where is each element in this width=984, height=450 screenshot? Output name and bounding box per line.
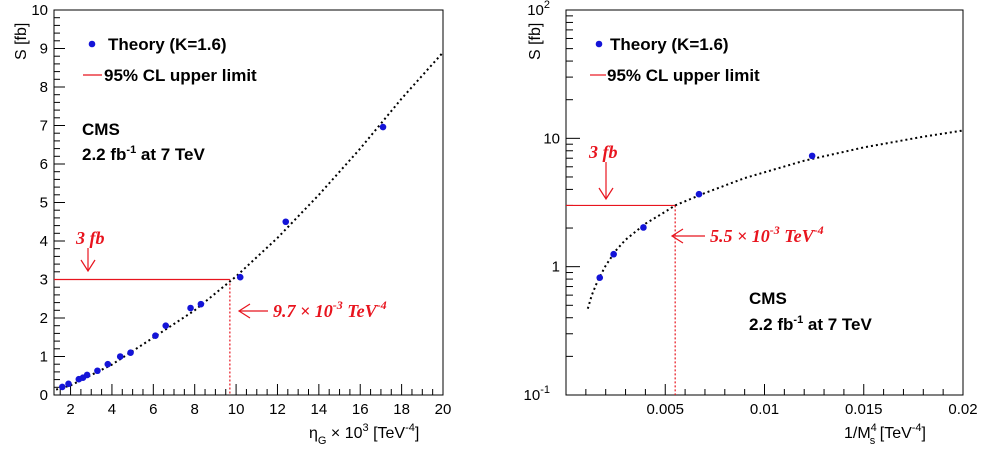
right-limit-label: 3 fb bbox=[588, 142, 618, 162]
left-y-tick-label: 10 bbox=[31, 2, 48, 19]
right-data-point bbox=[596, 274, 604, 282]
left-data-point bbox=[152, 332, 159, 340]
right-value-label: 5.5 × 10-3 TeV-4 bbox=[710, 223, 824, 246]
right-y-tick-label: 1 bbox=[552, 259, 560, 276]
left-data-point bbox=[187, 304, 194, 312]
left-data-point bbox=[94, 367, 101, 375]
right-data-points bbox=[596, 152, 816, 282]
left-cms-label: CMS bbox=[82, 120, 120, 139]
left-data-point bbox=[58, 383, 66, 391]
left-data-point bbox=[236, 273, 244, 281]
right-y-tick-label: 102 bbox=[527, 0, 550, 19]
left-x-tick-label: 12 bbox=[269, 401, 286, 418]
left-y-tick-label: 4 bbox=[40, 233, 48, 250]
right-x-axis-label: 1/M4 s [TeV-4] bbox=[844, 422, 926, 447]
right-y-tick-label: 10-1 bbox=[524, 384, 550, 404]
left-data-point bbox=[104, 360, 112, 368]
left-x-tick-label: 20 bbox=[435, 401, 452, 418]
left-y-tick-label: 9 bbox=[40, 41, 48, 58]
right-x-tick-label: 0.01 bbox=[750, 401, 779, 418]
left-y-tick-label: 0 bbox=[40, 387, 48, 404]
left-data-point bbox=[116, 353, 124, 360]
left-y-tick-label: 6 bbox=[40, 156, 48, 173]
left-x-tick-label: 8 bbox=[191, 401, 199, 418]
right-y-axis-label: S [fb] bbox=[527, 23, 544, 60]
right-data-point bbox=[695, 190, 703, 198]
right-legend-limit: 95% CL upper limit bbox=[607, 66, 760, 85]
left-y-tick-label: 7 bbox=[40, 118, 48, 135]
left-y-tick-label: 1 bbox=[40, 349, 48, 366]
left-x-tick-label: 10 bbox=[228, 401, 245, 418]
right-theory-curve bbox=[586, 129, 964, 309]
left-data-point bbox=[197, 300, 205, 308]
left-data-point bbox=[83, 371, 91, 379]
left-legend-limit: 95% CL upper limit bbox=[104, 66, 257, 85]
left-x-tick-label: 6 bbox=[149, 401, 157, 418]
right-data-point bbox=[610, 250, 617, 258]
left-data-points bbox=[58, 123, 387, 391]
left-y-axis-label: S [fb] bbox=[13, 23, 30, 60]
left-data-point bbox=[127, 349, 134, 356]
left-y-tick-label: 3 bbox=[40, 272, 48, 289]
right-x-tick-label: 0.005 bbox=[646, 401, 684, 418]
left-data-point bbox=[379, 123, 387, 131]
right-x-tick-label: 0.02 bbox=[948, 401, 977, 418]
left-y-tick-label: 8 bbox=[40, 79, 48, 96]
right-plot: 0.005 0.01 0.015 0.02 10-1 1 10 102 S [fb] 1/M4… bbox=[524, 0, 978, 447]
left-x-tick-label: 16 bbox=[352, 401, 369, 418]
right-x-tick-label: 0.015 bbox=[845, 401, 883, 418]
left-theory-curve bbox=[55, 51, 444, 391]
left-data-point bbox=[162, 322, 170, 330]
left-data-point bbox=[282, 218, 290, 226]
left-lumi-label: 2.2 fb-1 at 7 TeV bbox=[82, 144, 206, 164]
left-limit-label: 3 fb bbox=[75, 228, 105, 248]
left-y-tick-label: 2 bbox=[40, 310, 48, 327]
left-value-arrow-head bbox=[237, 303, 251, 319]
left-plot-ticks bbox=[54, 9, 444, 396]
left-x-axis-label: ηG × 103 [TeV-4] bbox=[309, 422, 419, 447]
left-x-tick-label: 14 bbox=[311, 401, 328, 418]
left-data-point bbox=[65, 380, 72, 388]
left-limit-arrow-head bbox=[80, 259, 96, 273]
right-data-point bbox=[640, 224, 647, 231]
right-cms-label: CMS bbox=[749, 289, 787, 308]
left-x-tick-label: 2 bbox=[66, 401, 74, 418]
left-value-label: 9.7 × 10-3 TeV-4 bbox=[273, 298, 387, 321]
right-value-arrow-head bbox=[670, 228, 684, 244]
left-y-tick-label: 5 bbox=[40, 195, 48, 212]
left-x-tick-label: 4 bbox=[108, 401, 116, 418]
left-legend-marker bbox=[88, 40, 96, 48]
right-plot-tick-labels: 0.005 0.01 0.015 0.02 10-1 1 10 102 bbox=[524, 0, 978, 418]
left-x-tick-label: 18 bbox=[393, 401, 410, 418]
right-lumi-label: 2.2 fb-1 at 7 TeV bbox=[749, 314, 873, 334]
left-legend-theory: Theory (K=1.6) bbox=[108, 35, 227, 54]
right-data-point bbox=[808, 152, 816, 160]
right-limit-arrow-head bbox=[598, 187, 614, 201]
right-y-tick-label: 10 bbox=[543, 130, 560, 147]
right-legend-theory: Theory (K=1.6) bbox=[610, 35, 729, 54]
right-plot-ticks bbox=[565, 9, 964, 396]
right-legend-marker bbox=[595, 40, 603, 48]
